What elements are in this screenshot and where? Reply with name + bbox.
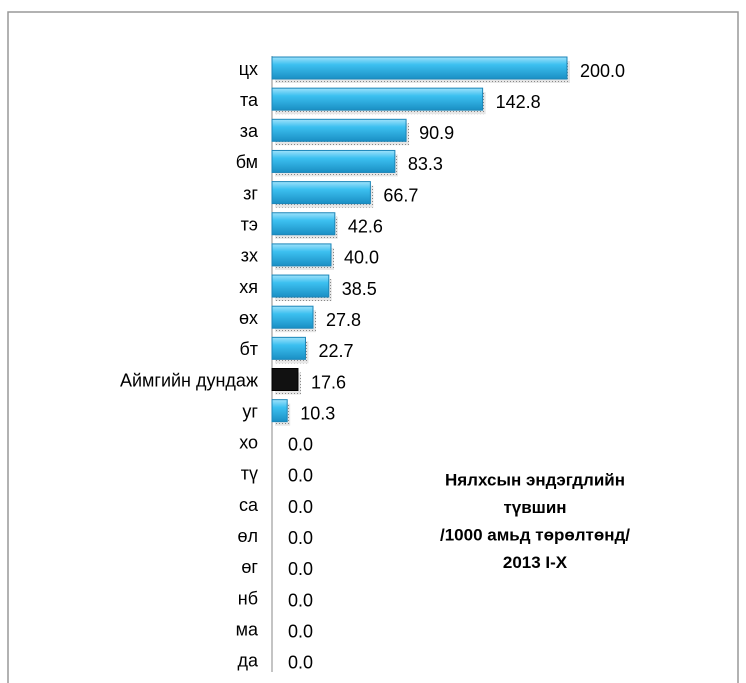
value-label: 90.9 — [419, 123, 454, 143]
category-label: өл — [237, 526, 258, 546]
value-label: 42.6 — [348, 217, 383, 237]
category-label: уг — [242, 401, 258, 421]
bar — [271, 336, 306, 360]
category-label: за — [240, 121, 259, 141]
value-label: 40.0 — [344, 248, 379, 268]
value-label: 142.8 — [496, 92, 541, 112]
value-label: 0.0 — [288, 621, 313, 641]
chart-title: түвшин — [503, 498, 566, 517]
value-label: 0.0 — [288, 528, 313, 548]
value-label: 17.6 — [311, 372, 346, 392]
category-label: цх — [239, 59, 258, 79]
bar — [271, 305, 314, 329]
bar — [271, 87, 484, 111]
value-label: 66.7 — [383, 185, 418, 205]
category-label: да — [237, 651, 259, 671]
value-label: 200.0 — [580, 61, 625, 81]
category-label: та — [240, 90, 259, 110]
value-label: 0.0 — [288, 435, 313, 455]
value-label: 27.8 — [326, 310, 361, 330]
category-label: зх — [241, 246, 258, 266]
bar — [271, 274, 330, 298]
category-label: бм — [236, 152, 258, 172]
category-label: зг — [243, 183, 258, 203]
value-label: 0.0 — [288, 466, 313, 486]
bar — [271, 149, 396, 173]
chart-title: Нялхсын эндэгдлийн — [445, 470, 625, 489]
value-label: 0.0 — [288, 653, 313, 673]
value-label: 22.7 — [318, 341, 353, 361]
category-label: са — [239, 495, 259, 515]
category-label: өг — [241, 557, 258, 577]
chart-title: 2013 I-X — [503, 553, 568, 572]
category-label: өх — [239, 308, 258, 328]
category-label: хо — [239, 433, 258, 453]
category-label: ма — [236, 619, 259, 639]
category-label: бт — [239, 339, 258, 359]
bar — [271, 181, 371, 205]
bar — [271, 212, 336, 236]
value-label: 0.0 — [288, 559, 313, 579]
category-label: тэ — [241, 215, 258, 235]
frame — [7, 11, 739, 683]
category-label: нб — [238, 588, 258, 608]
value-label: 10.3 — [300, 403, 335, 423]
value-label: 0.0 — [288, 590, 313, 610]
category-label: тү — [241, 464, 258, 484]
bar — [271, 399, 288, 423]
bar — [271, 368, 299, 391]
chart-title: /1000 амьд төрөлтөнд/ — [440, 525, 630, 544]
value-label: 83.3 — [408, 154, 443, 174]
bar — [271, 243, 332, 267]
bar — [271, 118, 407, 142]
value-label: 38.5 — [342, 279, 377, 299]
category-label: хя — [239, 277, 258, 297]
value-label: 0.0 — [288, 497, 313, 517]
bar — [271, 56, 568, 80]
category-label: Аймгийн дундаж — [120, 370, 258, 390]
